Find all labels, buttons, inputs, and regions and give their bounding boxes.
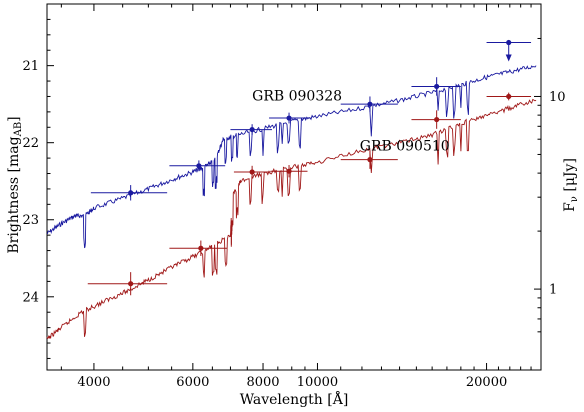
y-tick-label: 24 — [22, 290, 39, 305]
data-point — [128, 190, 134, 196]
data-point — [249, 126, 255, 133]
data-point — [367, 101, 373, 107]
x-tick-label: 10000 — [297, 375, 338, 390]
data-point — [367, 157, 373, 163]
plot-frame — [46, 3, 542, 371]
data-point — [249, 169, 255, 175]
y2-tick-label: 1 — [549, 283, 557, 298]
y-tick-label: 21 — [22, 59, 39, 74]
x-axis-title: Wavelength [Å] — [240, 390, 349, 408]
upper-limit-arrow — [505, 54, 512, 62]
x-tick-label: 8000 — [246, 375, 279, 390]
y2-axis-title-end: [μJy] — [562, 158, 578, 196]
axes-frame — [46, 3, 542, 371]
data-point — [286, 168, 292, 174]
data-point — [286, 115, 292, 121]
data-point — [434, 83, 440, 90]
data-point — [506, 93, 512, 100]
data-point — [434, 116, 440, 123]
y-axis-title-sub: AB — [13, 122, 24, 138]
y-tick-label: 23 — [22, 213, 39, 228]
series-label: GRB 090510 — [360, 139, 450, 155]
model-spectrum — [46, 65, 537, 249]
y2-axis-title-sub: ν — [569, 196, 580, 202]
data-point — [506, 39, 512, 46]
x-tick-label: 6000 — [176, 375, 209, 390]
data-point — [196, 163, 202, 169]
x-tick-label: 4000 — [77, 375, 110, 390]
series-0: GRB 090328 — [46, 39, 537, 249]
series-1: GRB 090510 — [46, 92, 537, 340]
series-label: GRB 090328 — [252, 88, 342, 104]
y-axis-title: Brightness [magAB] — [6, 116, 24, 253]
y-axis-title-main: Brightness [mag — [6, 136, 22, 253]
series-layer: GRB 090328 GRB 090510 — [46, 39, 537, 340]
y-tick-label: 22 — [22, 136, 39, 151]
y2-tick-label: 10 — [549, 90, 566, 105]
data-point — [128, 281, 134, 287]
model-spectrum — [46, 98, 537, 340]
data-point — [198, 245, 204, 251]
y2-axis-title: Fν [μJy] — [562, 158, 580, 212]
x-tick-label: 20000 — [466, 375, 507, 390]
ticks-layer: 4000 6000 8000 10000 20000 21 22 23 24 10 1 — [22, 4, 566, 390]
y-axis-title-end: ] — [6, 116, 22, 121]
y2-axis-title-main: F — [562, 202, 578, 212]
